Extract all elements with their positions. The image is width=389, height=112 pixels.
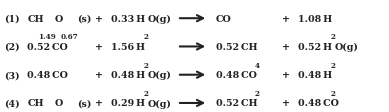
Text: 1.56 H: 1.56 H	[111, 43, 145, 52]
Text: 0.48 CO: 0.48 CO	[298, 99, 338, 108]
Text: 0.48 CO: 0.48 CO	[216, 71, 257, 80]
Text: +: +	[95, 99, 103, 108]
Text: CH: CH	[27, 99, 44, 108]
Text: (3): (3)	[4, 71, 19, 80]
Text: 0.52 CO: 0.52 CO	[27, 43, 68, 52]
Text: 2: 2	[330, 33, 335, 41]
Text: 0.52 CH: 0.52 CH	[216, 99, 258, 108]
Text: +: +	[95, 71, 103, 80]
Text: +: +	[282, 15, 290, 24]
Text: O(g): O(g)	[335, 43, 359, 52]
Text: 1.08 H: 1.08 H	[298, 15, 332, 24]
Text: 0.48 H: 0.48 H	[298, 71, 332, 80]
Text: 2: 2	[144, 61, 149, 69]
Text: O(g): O(g)	[148, 71, 172, 80]
Text: +: +	[282, 71, 290, 80]
Text: (4): (4)	[4, 99, 19, 108]
Text: 0.29 H: 0.29 H	[111, 99, 145, 108]
Text: 0.67: 0.67	[60, 33, 78, 41]
Text: O: O	[55, 99, 63, 108]
Text: CO: CO	[216, 15, 231, 24]
Text: +: +	[95, 43, 103, 52]
Text: 2: 2	[144, 33, 149, 41]
Text: (2): (2)	[4, 43, 19, 52]
Text: +: +	[282, 99, 290, 108]
Text: 2: 2	[330, 89, 335, 97]
Text: (s): (s)	[77, 99, 91, 108]
Text: +: +	[282, 43, 290, 52]
Text: 2: 2	[144, 89, 149, 97]
Text: O: O	[55, 15, 63, 24]
Text: +: +	[95, 15, 103, 24]
Text: 0.52 CH: 0.52 CH	[216, 43, 258, 52]
Text: 0.52 H: 0.52 H	[298, 43, 331, 52]
Text: O(g): O(g)	[148, 99, 172, 108]
Text: (s): (s)	[77, 15, 91, 24]
Text: 0.33 H: 0.33 H	[111, 15, 145, 24]
Text: (1): (1)	[4, 15, 19, 24]
Text: 0.48 H: 0.48 H	[111, 71, 145, 80]
Text: 0.48 CO: 0.48 CO	[27, 71, 68, 80]
Text: 2: 2	[330, 61, 335, 69]
Text: 1.49: 1.49	[38, 33, 56, 41]
Text: 4: 4	[254, 61, 259, 69]
Text: 2: 2	[254, 89, 259, 97]
Text: O(g): O(g)	[148, 15, 172, 24]
Text: CH: CH	[27, 15, 44, 24]
